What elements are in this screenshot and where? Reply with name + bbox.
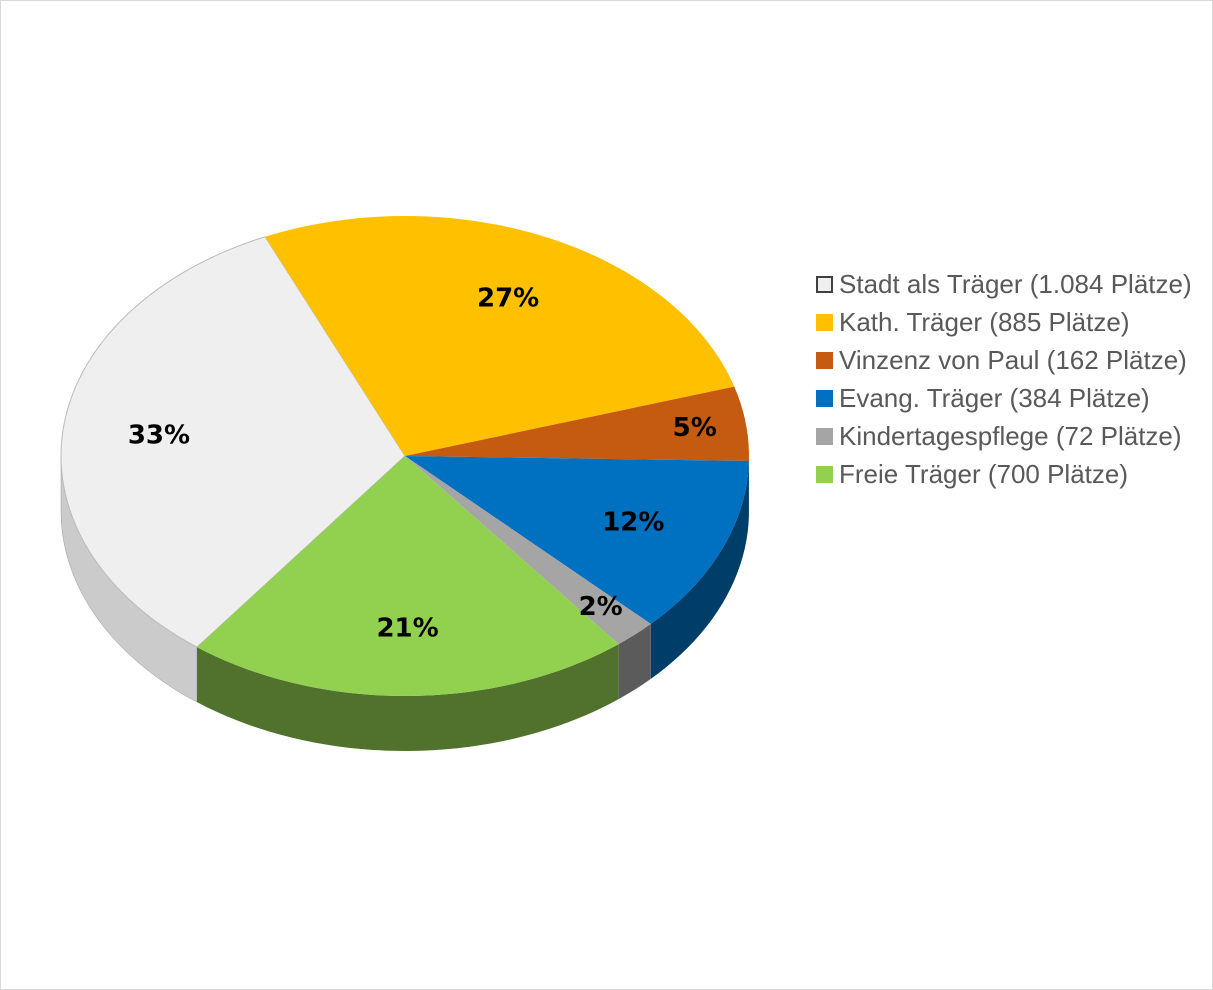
- legend-item: Vinzenz von Paul (162 Plätze): [816, 343, 1201, 377]
- legend-item: Evang. Träger (384 Plätze): [816, 381, 1201, 415]
- legend-label: Kindertagespflege (72 Plätze): [839, 419, 1182, 453]
- legend-label: Vinzenz von Paul (162 Plätze): [839, 343, 1187, 377]
- data-label: 21%: [376, 613, 438, 643]
- legend-item: Kindertagespflege (72 Plätze): [816, 419, 1201, 453]
- data-label: 2%: [579, 592, 623, 622]
- legend-swatch: [816, 276, 833, 293]
- legend-swatch: [816, 390, 833, 407]
- data-label: 33%: [128, 421, 190, 451]
- legend-item: Stadt als Träger (1.084 Plätze): [816, 267, 1201, 301]
- legend-swatch: [816, 314, 833, 331]
- legend-item: Freie Träger (700 Plätze): [816, 457, 1201, 491]
- pie-plot: 33% 27% 5% 12% 2% 21%: [1, 1, 1212, 989]
- data-label: 27%: [477, 283, 539, 313]
- legend-swatch: [816, 466, 833, 483]
- legend-label: Kath. Träger (885 Plätze): [839, 305, 1129, 339]
- legend-item: Kath. Träger (885 Plätze): [816, 305, 1201, 339]
- legend-swatch: [816, 352, 833, 369]
- data-label: 5%: [673, 413, 717, 443]
- legend-label: Evang. Träger (384 Plätze): [839, 381, 1150, 415]
- legend-label: Stadt als Träger (1.084 Plätze): [839, 267, 1192, 301]
- legend: Stadt als Träger (1.084 Plätze) Kath. Trä…: [816, 267, 1201, 495]
- legend-swatch: [816, 428, 833, 445]
- legend-label: Freie Träger (700 Plätze): [839, 457, 1128, 491]
- data-label: 12%: [602, 507, 664, 537]
- chart: 33% 27% 5% 12% 2% 21% Stadt als Träger (1.084…: [0, 0, 1213, 990]
